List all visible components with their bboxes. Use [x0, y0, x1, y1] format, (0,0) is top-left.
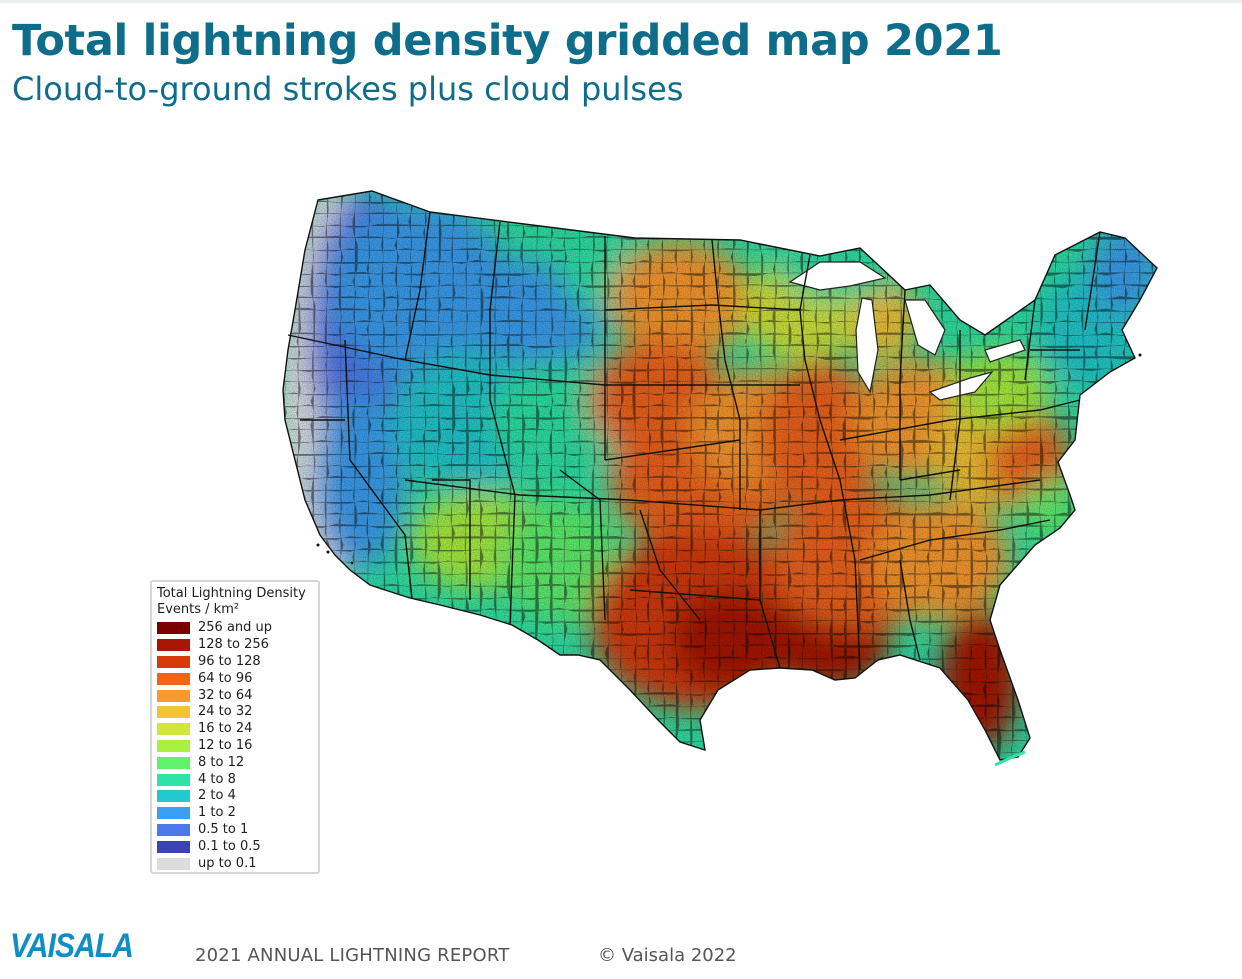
legend-label: 96 to 128 — [198, 653, 261, 669]
legend-label: 128 to 256 — [198, 637, 269, 653]
legend-label: 0.5 to 1 — [198, 821, 249, 837]
legend-label: 256 and up — [198, 620, 273, 636]
legend-label: 2 to 4 — [198, 788, 236, 804]
legend-label: 0.1 to 0.5 — [198, 838, 261, 854]
legend-swatch — [157, 622, 190, 635]
legend-swatch — [157, 807, 190, 820]
top-border-line — [0, 0, 1242, 3]
legend-label: 8 to 12 — [198, 754, 245, 770]
legend-item: 16 to 24 — [157, 721, 318, 738]
page-title: Total lightning density gridded map 2021 — [12, 16, 1003, 66]
legend-swatch — [157, 773, 190, 786]
legend-swatch — [157, 655, 190, 668]
legend-label: 32 to 64 — [198, 687, 253, 703]
legend-label: up to 0.1 — [198, 855, 257, 871]
legend-unit: Events / km² — [157, 602, 240, 617]
legend-swatch — [157, 790, 190, 803]
legend-item: 32 to 64 — [157, 687, 318, 704]
legend-item: 64 to 96 — [157, 670, 318, 687]
legend-item: 1 to 2 — [157, 805, 318, 822]
legend-swatch — [157, 689, 190, 702]
page-subtitle: Cloud-to-ground strokes plus cloud pulse… — [12, 70, 684, 108]
legend-label: 4 to 8 — [198, 771, 236, 787]
legend-label: 1 to 2 — [198, 805, 236, 821]
legend-item: 2 to 4 — [157, 788, 318, 805]
copyright: © Vaisala 2022 — [598, 945, 737, 966]
legend-swatch — [157, 739, 190, 752]
legend-swatch — [157, 823, 190, 836]
legend-label: 12 to 16 — [198, 737, 253, 753]
legend-swatch — [157, 639, 190, 652]
legend-swatch — [157, 672, 190, 685]
legend-item: up to 0.1 — [157, 855, 318, 872]
legend-items: 256 and up 128 to 256 96 to 128 64 to 96 32 … — [157, 620, 318, 872]
legend-title: Total Lightning Density — [157, 586, 306, 601]
legend-item: 0.5 to 1 — [157, 822, 318, 839]
legend-item: 256 and up — [157, 620, 318, 637]
legend-item: 96 to 128 — [157, 654, 318, 671]
legend-item: 12 to 16 — [157, 738, 318, 755]
florida-keys — [994, 750, 1026, 767]
legend-swatch — [157, 857, 190, 870]
state-borders — [282, 190, 1158, 761]
legend-label: 24 to 32 — [198, 704, 253, 720]
legend-item: 8 to 12 — [157, 754, 318, 771]
legend-label: 64 to 96 — [198, 670, 253, 686]
legend-swatch — [157, 756, 190, 769]
map-legend: Total Lightning Density Events / km² 256… — [150, 580, 320, 874]
vaisala-logo: VAISALA — [10, 927, 134, 965]
legend-swatch — [157, 840, 190, 853]
legend-item: 24 to 32 — [157, 704, 318, 721]
legend-item: 0.1 to 0.5 — [157, 838, 318, 855]
great-lakes — [788, 261, 1026, 401]
legend-label: 16 to 24 — [198, 721, 253, 737]
coastal-islands — [316, 353, 1142, 565]
report-name: 2021 ANNUAL LIGHTNING REPORT — [195, 945, 510, 966]
legend-swatch — [157, 706, 190, 719]
legend-item: 128 to 256 — [157, 637, 318, 654]
legend-swatch — [157, 723, 190, 736]
legend-item: 4 to 8 — [157, 771, 318, 788]
